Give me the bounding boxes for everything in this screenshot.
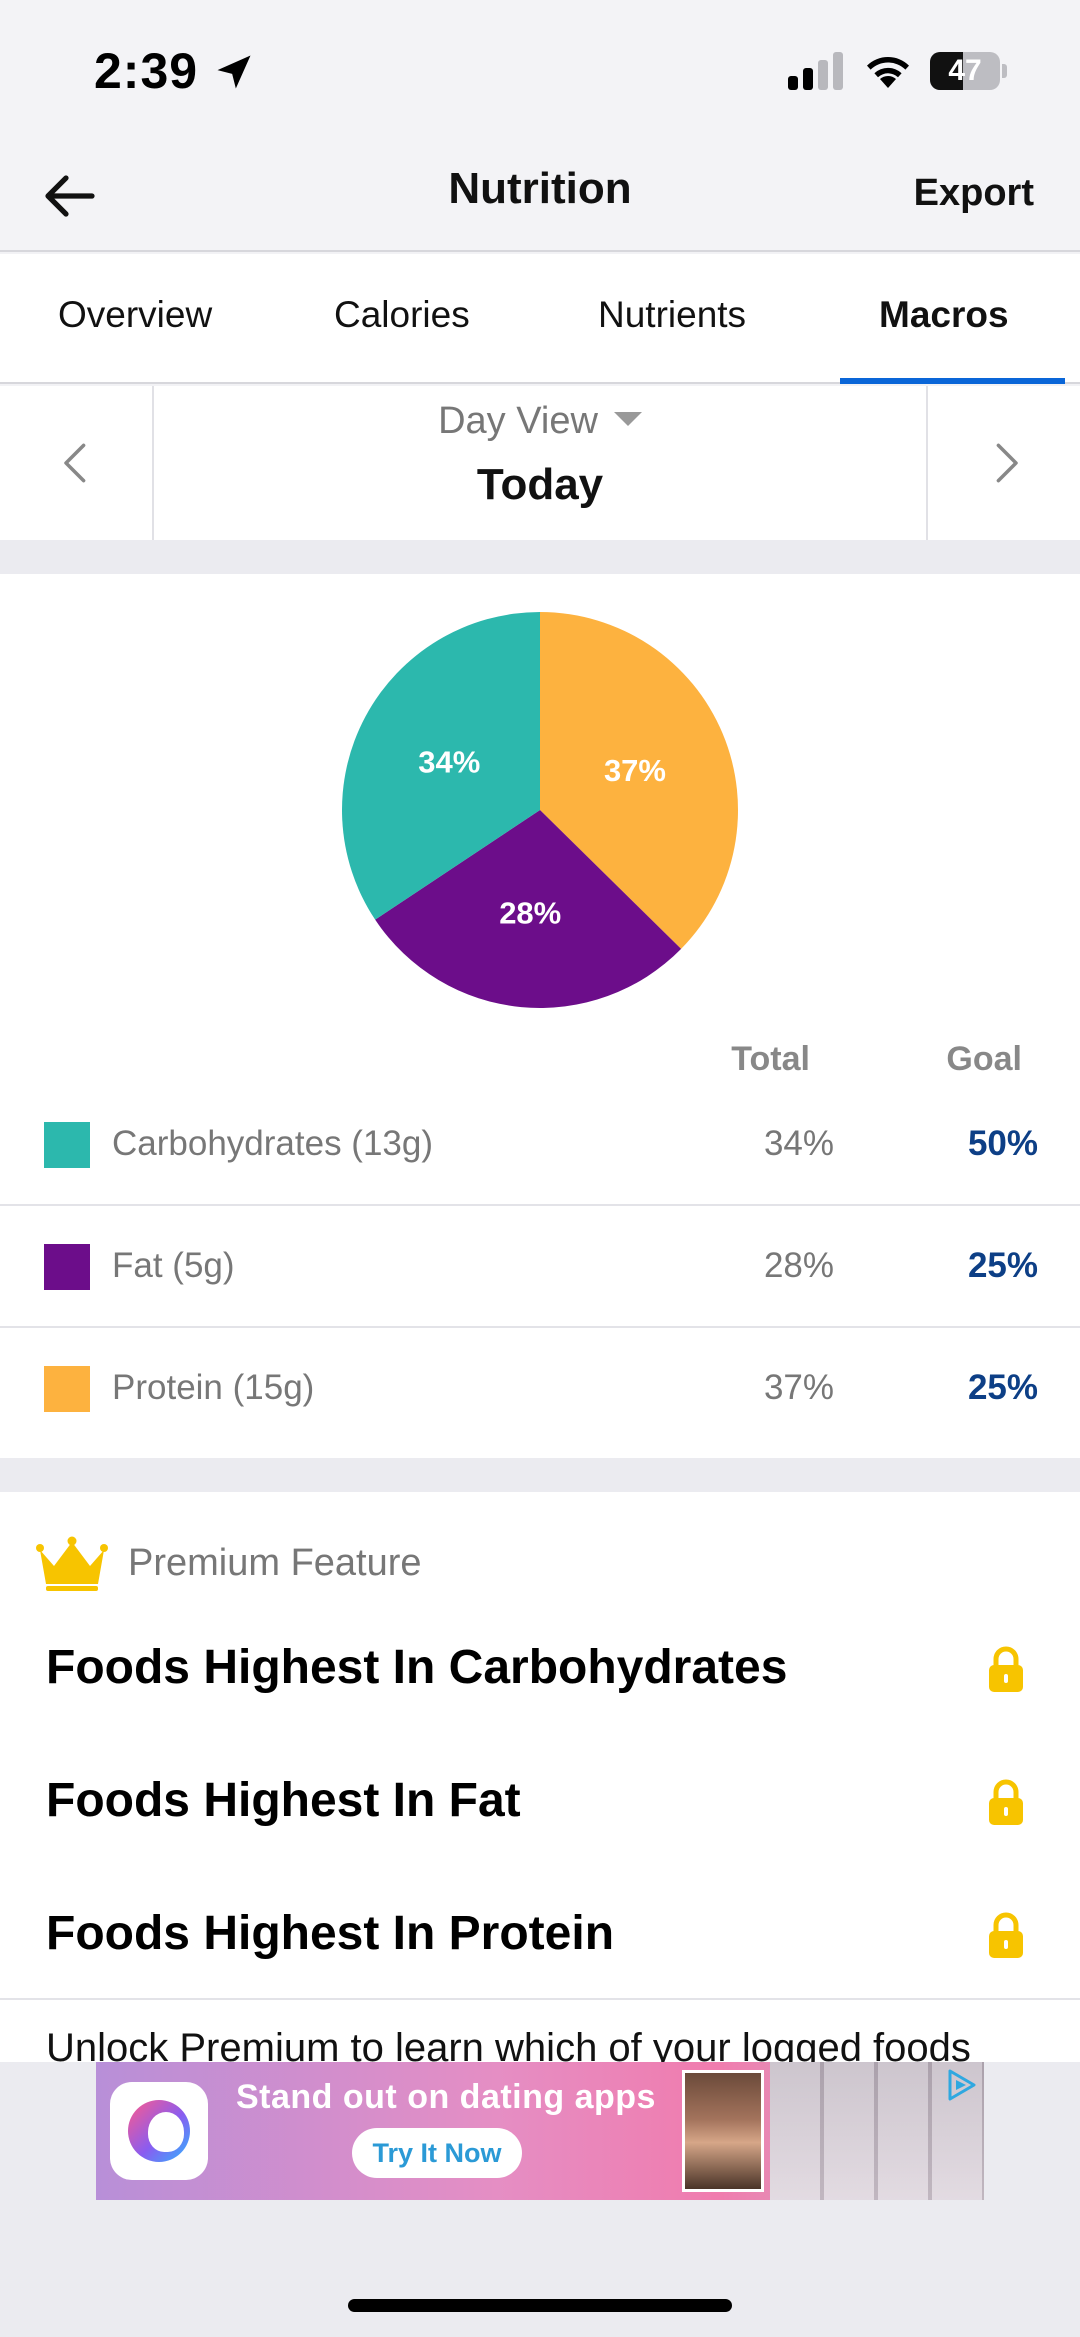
section-gap: [0, 540, 1080, 574]
protein-swatch: [44, 1366, 90, 1412]
premium-item-protein[interactable]: Foods Highest In Protein: [0, 1868, 1080, 2000]
premium-item-title: Foods Highest In Protein: [46, 1907, 615, 1960]
fat-swatch: [44, 1244, 90, 1290]
tab-macros[interactable]: Macros: [879, 294, 1009, 335]
chevron-right-icon: [996, 443, 1018, 483]
goal-column-header: Goal: [946, 1040, 1022, 1078]
macro-row-carbohydrates: Carbohydrates (13g) 34% 50%: [0, 1084, 1080, 1206]
macro-row-fat: Fat (5g) 28% 25%: [0, 1206, 1080, 1328]
pie-label-fat: 28%: [499, 895, 561, 930]
macro-total: 37%: [763, 1368, 834, 1407]
nav-bar: Nutrition Export: [0, 140, 1080, 252]
macro-goal: 25%: [967, 1368, 1038, 1407]
macros-chart-card: 37% 28% 34% Total Goal Carbohydrates (13g)…: [0, 574, 1080, 1458]
tab-bar: Overview Calories Nutrients Macros: [0, 254, 1080, 384]
lock-icon: [989, 1912, 1023, 1958]
location-arrow-icon: [217, 55, 251, 89]
date-label: Today: [476, 460, 604, 509]
day-view-dropdown[interactable]: Day View: [0, 400, 1080, 443]
macro-goal: 50%: [967, 1124, 1038, 1163]
wifi-icon: [867, 57, 909, 88]
ad-cta-button[interactable]: Try It Now: [352, 2128, 522, 2178]
ad-collage-image: [770, 2062, 984, 2200]
lock-icon: [989, 1779, 1023, 1825]
back-arrow-icon[interactable]: [40, 166, 100, 226]
next-day-button[interactable]: [926, 386, 1080, 540]
ad-banner[interactable]: Stand out on dating apps Try It Now: [96, 2062, 984, 2200]
divider: [0, 1998, 1080, 2000]
tab-calories[interactable]: Calories: [334, 294, 470, 335]
day-view-label: Day View: [438, 400, 598, 442]
macro-total: 28%: [763, 1246, 834, 1285]
premium-item-carbohydrates[interactable]: Foods Highest In Carbohydrates: [0, 1602, 1080, 1734]
premium-feature-card: Premium Feature Foods Highest In Carbohy…: [0, 1492, 1080, 2062]
pie-label-carbohydrates: 34%: [418, 744, 480, 779]
page-title: Nutrition: [448, 164, 632, 213]
pie-slice-protein: [540, 612, 738, 949]
ad-headline: Stand out on dating apps: [236, 2078, 656, 2116]
dropdown-caret-icon: [613, 411, 642, 426]
battery-percent: 47: [948, 54, 982, 87]
active-tab-indicator: [840, 378, 1065, 384]
lock-icon: [989, 1646, 1023, 1692]
pie-slice-carbohydrates: [342, 612, 540, 920]
cellular-signal-icon: [788, 52, 843, 90]
ad-area: Stand out on dating apps Try It Now: [0, 2062, 1080, 2337]
status-bar: 2:39 47: [0, 0, 1080, 140]
macro-row-protein: Protein (15g) 37% 25%: [0, 1328, 1080, 1450]
date-selector: Day View Today: [0, 386, 1080, 540]
unlock-premium-text: Unlock Premium to learn which of your lo…: [46, 2026, 971, 2062]
premium-item-title: Foods Highest In Carbohydrates: [46, 1641, 788, 1694]
status-time: 2:39: [94, 43, 199, 99]
premium-item-title: Foods Highest In Fat: [46, 1774, 521, 1827]
section-gap: [0, 1458, 1080, 1492]
macro-label: Carbohydrates (13g): [112, 1124, 433, 1163]
premium-feature-label: Premium Feature: [128, 1542, 422, 1584]
macros-pie-chart: 37% 28% 34%: [342, 612, 738, 1008]
premium-item-fat[interactable]: Foods Highest In Fat: [0, 1735, 1080, 1867]
ad-portrait-image: [682, 2070, 764, 2192]
battery-icon: 47: [930, 52, 1007, 90]
macro-total: 34%: [763, 1124, 834, 1163]
previous-day-button[interactable]: [0, 386, 154, 540]
ad-choices-icon[interactable]: [944, 2068, 978, 2102]
tab-nutrients[interactable]: Nutrients: [598, 294, 747, 335]
macro-goal: 25%: [967, 1246, 1038, 1285]
macro-label: Fat (5g): [112, 1246, 235, 1285]
chevron-left-icon: [64, 443, 86, 483]
crown-icon: [36, 1536, 108, 1591]
macro-label: Protein (15g): [112, 1368, 315, 1407]
export-button[interactable]: Export: [913, 172, 1034, 214]
home-indicator: [348, 2299, 732, 2312]
carbohydrates-swatch: [44, 1122, 90, 1168]
tab-overview[interactable]: Overview: [58, 294, 213, 335]
total-column-header: Total: [731, 1040, 810, 1078]
pie-label-protein: 37%: [604, 753, 666, 788]
ad-app-icon: [110, 2082, 208, 2180]
pie-slice-fat: [375, 810, 682, 1008]
